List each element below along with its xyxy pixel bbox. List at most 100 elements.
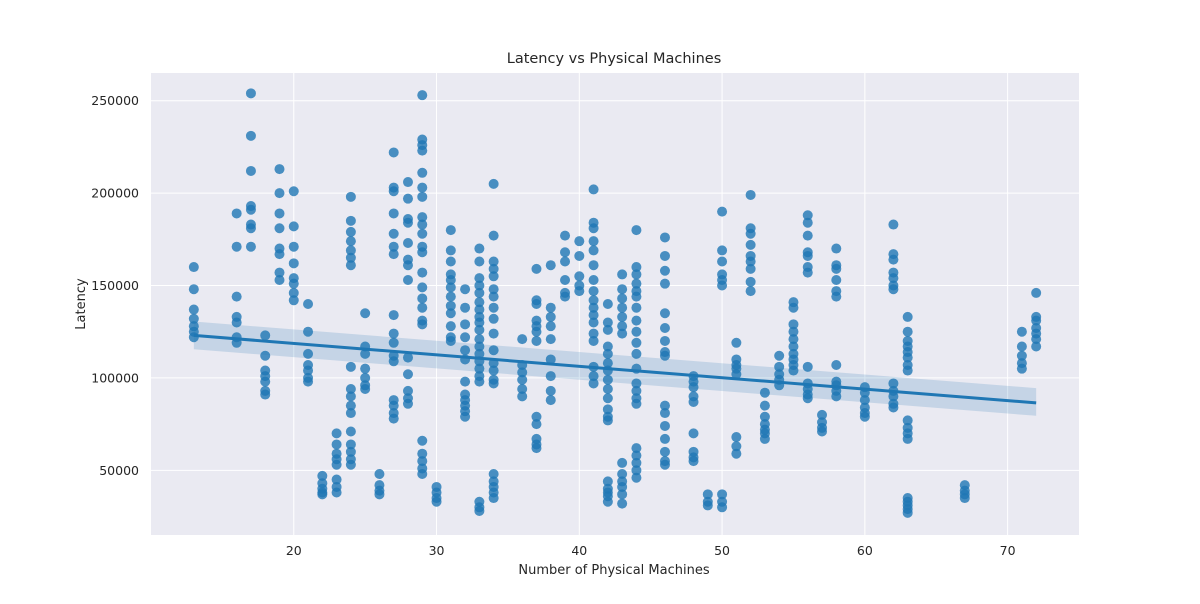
- data-point: [617, 328, 628, 339]
- data-point: [531, 443, 542, 454]
- data-point: [959, 493, 970, 504]
- data-point: [474, 273, 485, 284]
- data-point: [617, 321, 628, 332]
- data-point: [288, 186, 299, 197]
- data-point: [902, 415, 913, 426]
- data-point: [602, 415, 613, 426]
- data-point: [488, 284, 499, 295]
- data-point: [745, 263, 756, 274]
- regression-line: [193, 333, 1037, 405]
- data-point: [602, 317, 613, 328]
- data-point: [659, 232, 670, 243]
- data-point: [588, 236, 599, 247]
- x-tick-label: 50: [714, 543, 730, 558]
- data-point: [303, 365, 314, 376]
- data-point: [388, 147, 399, 158]
- data-point: [474, 334, 485, 345]
- data-point: [488, 271, 499, 282]
- data-point: [445, 321, 456, 332]
- data-point: [445, 245, 456, 256]
- data-point: [345, 446, 356, 457]
- data-point: [588, 184, 599, 195]
- data-point: [402, 352, 413, 363]
- data-point: [631, 457, 642, 468]
- data-point: [488, 291, 499, 302]
- data-point: [617, 489, 628, 500]
- data-point: [474, 363, 485, 374]
- data-point: [417, 319, 428, 330]
- grid-lines: [151, 73, 1079, 535]
- data-point: [417, 212, 428, 223]
- data-point: [345, 426, 356, 437]
- data-point: [1031, 341, 1042, 352]
- data-point: [474, 304, 485, 315]
- data-point: [360, 348, 371, 359]
- data-point: [388, 400, 399, 411]
- data-point: [631, 315, 642, 326]
- data-point: [631, 450, 642, 461]
- data-point: [1016, 341, 1027, 352]
- data-point: [345, 260, 356, 271]
- data-point: [659, 350, 670, 361]
- data-point: [417, 191, 428, 202]
- data-point: [817, 426, 828, 437]
- data-point: [588, 295, 599, 306]
- data-point: [702, 500, 713, 511]
- data-point: [474, 324, 485, 335]
- data-point: [802, 361, 813, 372]
- data-point: [474, 317, 485, 328]
- data-point: [360, 363, 371, 374]
- data-point: [360, 384, 371, 395]
- x-tick-label: 70: [1000, 543, 1016, 558]
- data-point: [388, 186, 399, 197]
- data-point: [331, 428, 342, 439]
- data-point: [260, 376, 271, 387]
- data-point: [303, 299, 314, 309]
- data-point: [631, 337, 642, 348]
- data-point: [574, 250, 585, 261]
- data-point: [659, 433, 670, 444]
- data-point: [488, 256, 499, 267]
- data-point: [659, 459, 670, 470]
- data-point: [460, 376, 471, 387]
- data-point: [759, 433, 770, 444]
- data-point: [245, 165, 256, 176]
- data-point: [888, 378, 899, 389]
- data-point: [902, 352, 913, 363]
- data-point: [274, 274, 285, 285]
- data-point: [488, 365, 499, 376]
- data-point: [245, 88, 256, 99]
- data-point: [702, 489, 713, 500]
- data-point: [417, 267, 428, 278]
- data-point: [631, 465, 642, 476]
- data-point: [417, 435, 428, 446]
- data-point: [345, 226, 356, 237]
- y-tick-label: 150000: [91, 278, 139, 293]
- data-point: [888, 402, 899, 413]
- data-point: [902, 365, 913, 376]
- data-point: [488, 302, 499, 313]
- y-tick-label: 50000: [99, 463, 139, 478]
- data-point: [788, 334, 799, 345]
- data-point: [488, 345, 499, 356]
- data-point: [417, 448, 428, 459]
- data-point: [331, 439, 342, 450]
- data-point: [288, 221, 299, 232]
- data-point: [402, 177, 413, 188]
- data-point: [388, 208, 399, 219]
- data-point: [474, 376, 485, 387]
- data-point: [488, 328, 499, 339]
- data-point: [631, 472, 642, 483]
- data-point: [417, 167, 428, 178]
- chart-title: Latency vs Physical Machines: [507, 51, 722, 67]
- data-point: [345, 191, 356, 202]
- data-point: [531, 411, 542, 422]
- data-point: [545, 334, 556, 345]
- data-point: [445, 300, 456, 311]
- data-point: [345, 459, 356, 470]
- data-point: [531, 326, 542, 337]
- data-point: [545, 260, 556, 271]
- data-point: [831, 359, 842, 370]
- data-point: [488, 493, 499, 504]
- data-point: [531, 335, 542, 346]
